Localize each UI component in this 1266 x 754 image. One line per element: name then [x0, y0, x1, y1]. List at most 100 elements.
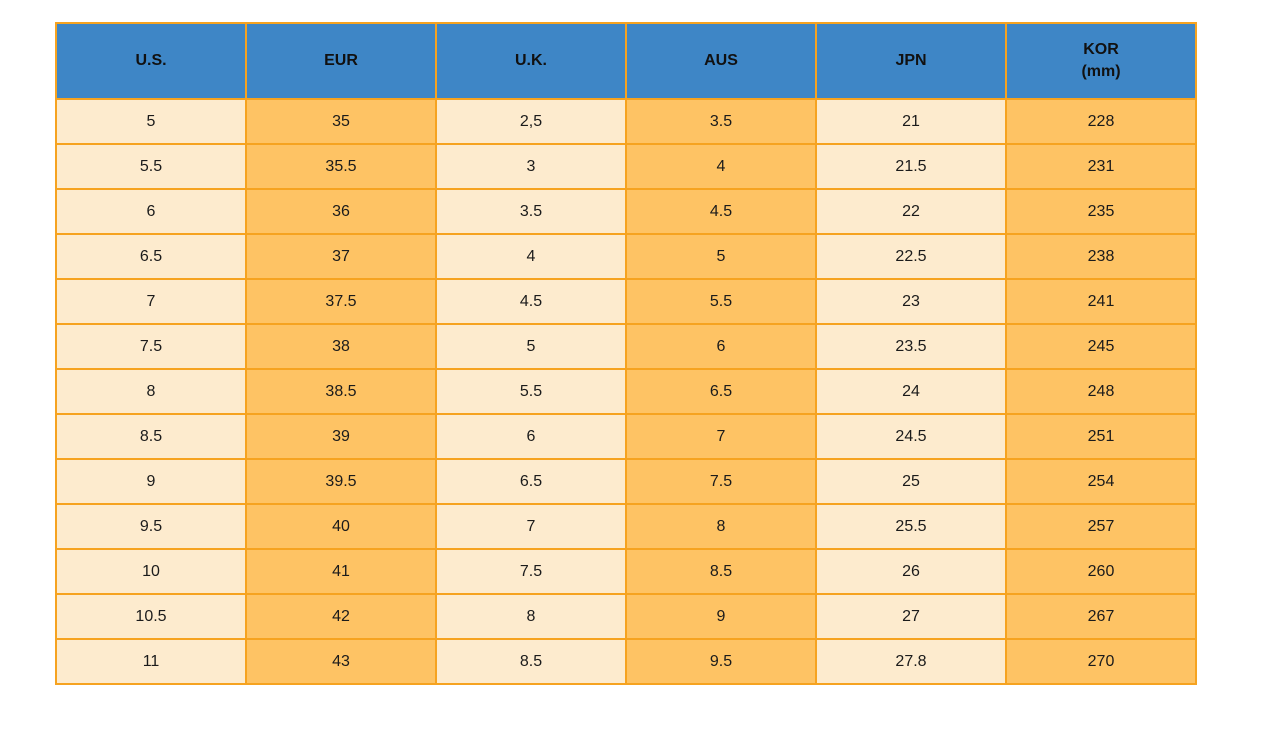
table-cell: 27 — [815, 593, 1007, 640]
header-label: AUS — [704, 52, 738, 70]
table-row: 9.5 40 7 8 25.5 257 — [55, 503, 1197, 550]
table-cell: 3 — [435, 143, 627, 190]
table-cell: 8 — [625, 503, 817, 550]
table-cell: 7 — [435, 503, 627, 550]
table-cell: 36 — [245, 188, 437, 235]
header-label: U.K. — [515, 52, 547, 70]
table-cell: 267 — [1005, 593, 1197, 640]
table-cell: 5 — [435, 323, 627, 370]
table-cell: 7.5 — [55, 323, 247, 370]
table-cell: 5 — [625, 233, 817, 280]
table-cell: 5.5 — [435, 368, 627, 415]
table-cell: 270 — [1005, 638, 1197, 685]
table-cell: 9.5 — [55, 503, 247, 550]
header-cell-u-k: U.K. — [435, 22, 627, 100]
table-row: 10.5 42 8 9 27 267 — [55, 593, 1197, 640]
table-cell: 254 — [1005, 458, 1197, 505]
table-cell: 39.5 — [245, 458, 437, 505]
header-label: KOR — [1083, 41, 1119, 59]
table-cell: 5 — [55, 98, 247, 145]
table-cell: 22.5 — [815, 233, 1007, 280]
table-cell: 41 — [245, 548, 437, 595]
header-label: U.S. — [135, 52, 167, 70]
table-cell: 43 — [245, 638, 437, 685]
table-cell: 3.5 — [435, 188, 627, 235]
table-cell: 6 — [625, 323, 817, 370]
table-cell: 23 — [815, 278, 1007, 325]
table-cell: 228 — [1005, 98, 1197, 145]
table-cell: 3.5 — [625, 98, 817, 145]
table-cell: 24.5 — [815, 413, 1007, 460]
table-cell: 22 — [815, 188, 1007, 235]
table-cell: 11 — [55, 638, 247, 685]
table-cell: 5.5 — [625, 278, 817, 325]
table-header: U.S. EUR U.K. AUS JPN KOR (mm) — [55, 22, 1197, 100]
table-row: 5 35 2,5 3.5 21 228 — [55, 98, 1197, 145]
table-cell: 8.5 — [625, 548, 817, 595]
table-cell: 7.5 — [625, 458, 817, 505]
table-cell: 38 — [245, 323, 437, 370]
table-row: 11 43 8.5 9.5 27.8 270 — [55, 638, 1197, 685]
table-cell: 235 — [1005, 188, 1197, 235]
table-cell: 37.5 — [245, 278, 437, 325]
table-cell: 24 — [815, 368, 1007, 415]
shoe-size-table: U.S. EUR U.K. AUS JPN KOR (mm) 5 35 2,5 3.5 21 228 5… — [55, 22, 1197, 685]
table-cell: 10.5 — [55, 593, 247, 640]
header-label: JPN — [895, 52, 927, 70]
table-cell: 26 — [815, 548, 1007, 595]
table-cell: 27.8 — [815, 638, 1007, 685]
table-cell: 8 — [55, 368, 247, 415]
table-row: 9 39.5 6.5 7.5 25 254 — [55, 458, 1197, 505]
table-cell: 6 — [435, 413, 627, 460]
table-cell: 251 — [1005, 413, 1197, 460]
header-label: EUR — [324, 52, 358, 70]
table-cell: 5.5 — [55, 143, 247, 190]
table-row: 8.5 39 6 7 24.5 251 — [55, 413, 1197, 460]
table-cell: 9 — [625, 593, 817, 640]
table-row: 6.5 37 4 5 22.5 238 — [55, 233, 1197, 280]
table-cell: 10 — [55, 548, 247, 595]
table-cell: 260 — [1005, 548, 1197, 595]
header-cell-u-s: U.S. — [55, 22, 247, 100]
table-cell: 39 — [245, 413, 437, 460]
table-cell: 6.5 — [435, 458, 627, 505]
header-cell-aus: AUS — [625, 22, 817, 100]
table-cell: 241 — [1005, 278, 1197, 325]
table-cell: 4 — [625, 143, 817, 190]
table-cell: 9 — [55, 458, 247, 505]
table-cell: 40 — [245, 503, 437, 550]
table-row: 10 41 7.5 8.5 26 260 — [55, 548, 1197, 595]
table-body: 5 35 2,5 3.5 21 228 5.5 35.5 3 4 21.5 231 6 36 3.5 4.5 2… — [55, 98, 1197, 685]
header-row: U.S. EUR U.K. AUS JPN KOR (mm) — [55, 22, 1197, 100]
table-cell: 25 — [815, 458, 1007, 505]
table-cell: 23.5 — [815, 323, 1007, 370]
table-cell: 6 — [55, 188, 247, 235]
table-cell: 8 — [435, 593, 627, 640]
table-cell: 7.5 — [435, 548, 627, 595]
table-cell: 8.5 — [435, 638, 627, 685]
table-cell: 35.5 — [245, 143, 437, 190]
header-cell-eur: EUR — [245, 22, 437, 100]
table-cell: 42 — [245, 593, 437, 640]
table-cell: 4.5 — [435, 278, 627, 325]
table-cell: 257 — [1005, 503, 1197, 550]
header-cell-jpn: JPN — [815, 22, 1007, 100]
table-cell: 25.5 — [815, 503, 1007, 550]
table-row: 8 38.5 5.5 6.5 24 248 — [55, 368, 1197, 415]
table-cell: 35 — [245, 98, 437, 145]
table-row: 7.5 38 5 6 23.5 245 — [55, 323, 1197, 370]
table-cell: 7 — [625, 413, 817, 460]
table-cell: 8.5 — [55, 413, 247, 460]
table-cell: 2,5 — [435, 98, 627, 145]
table-cell: 6.5 — [625, 368, 817, 415]
table-cell: 38.5 — [245, 368, 437, 415]
header-sublabel: (mm) — [1081, 63, 1121, 80]
header-cell-kor: KOR (mm) — [1005, 22, 1197, 100]
table-cell: 238 — [1005, 233, 1197, 280]
table-cell: 231 — [1005, 143, 1197, 190]
table-cell: 37 — [245, 233, 437, 280]
table-cell: 4 — [435, 233, 627, 280]
table-cell: 7 — [55, 278, 247, 325]
table-row: 5.5 35.5 3 4 21.5 231 — [55, 143, 1197, 190]
